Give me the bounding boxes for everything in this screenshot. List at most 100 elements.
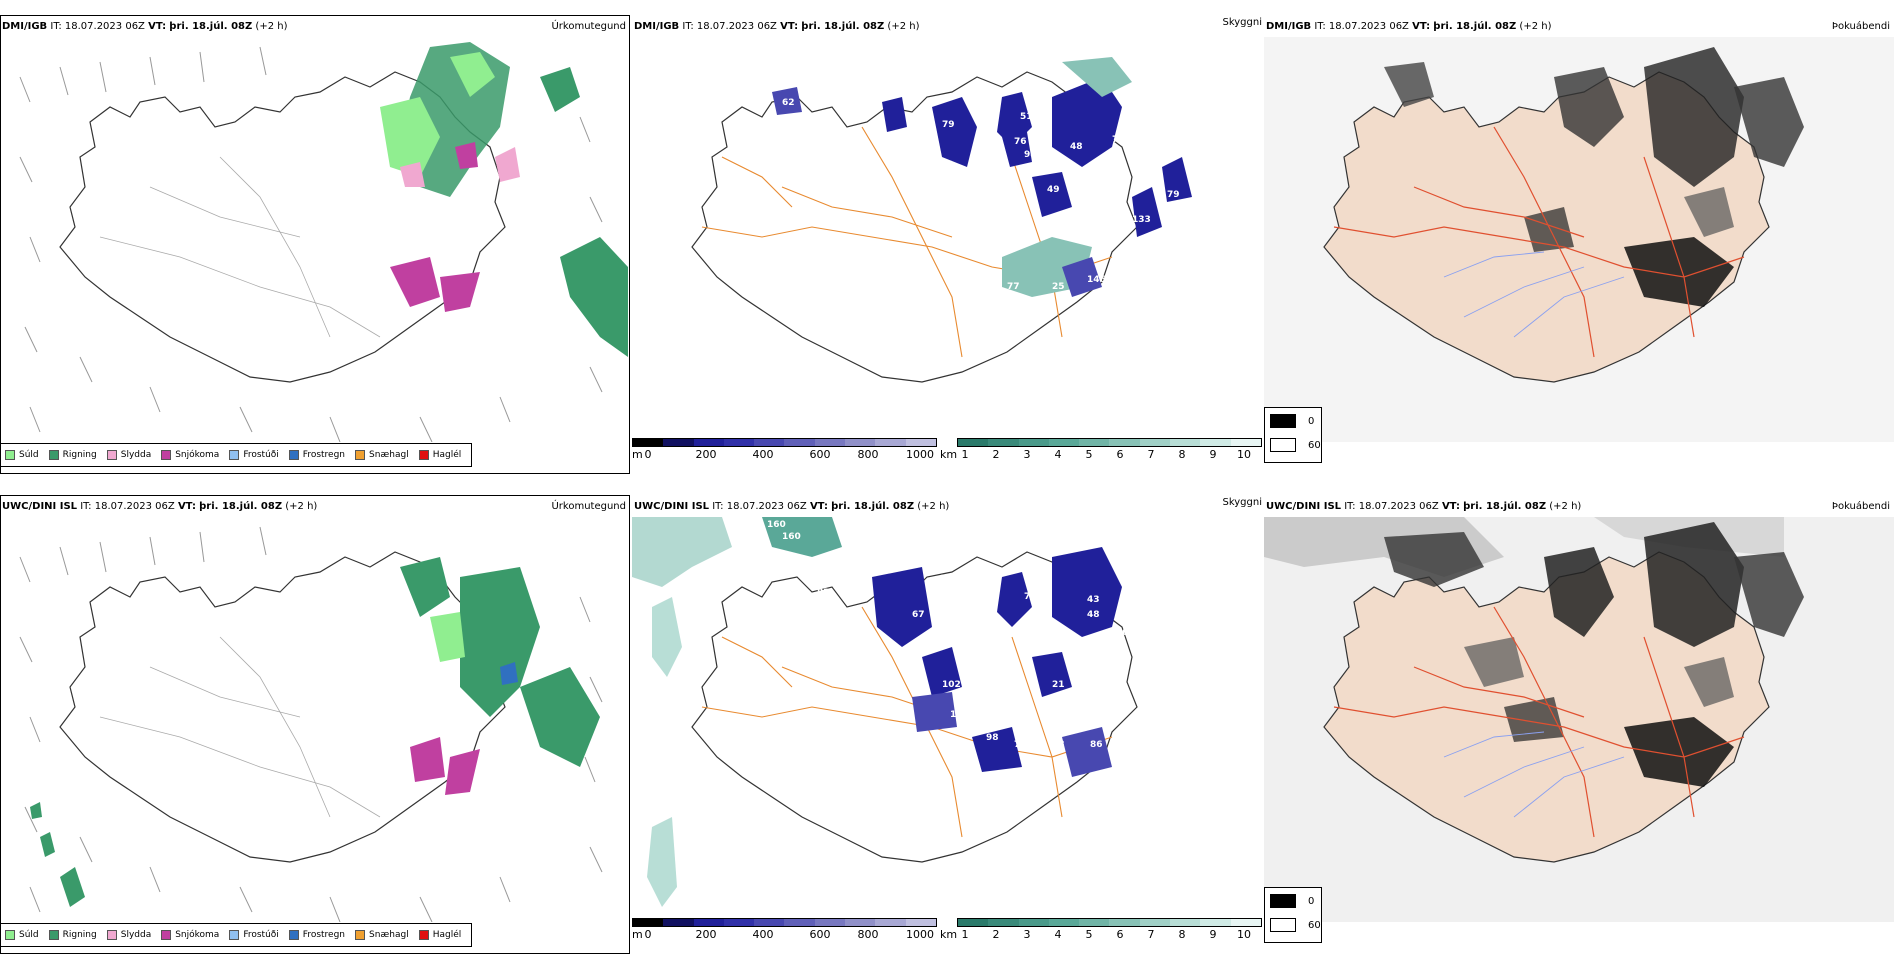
colorbar-tick: 5 xyxy=(1085,928,1093,941)
colorbar-tick: 600 xyxy=(809,448,831,461)
vis-label: 54 xyxy=(940,160,953,170)
vis-label: 125 xyxy=(1028,758,1047,768)
vis-label: 48 xyxy=(862,298,875,308)
parameter-title: Þokuábendi xyxy=(1831,21,1890,32)
vis-label: 68 xyxy=(1152,245,1165,255)
fog-legend-item: 0 xyxy=(1270,894,1314,908)
colorbar-meters xyxy=(632,438,937,447)
colorbar-tick: 4 xyxy=(1054,448,1062,461)
vis-label: 18 xyxy=(1052,740,1065,750)
precip-areas xyxy=(380,42,628,357)
fog-legend-item: 60 xyxy=(1270,918,1321,932)
legend-swatch xyxy=(5,450,15,460)
panel-dmi-precip-type: DMI/IGB IT: 18.07.2023 06Z VT: þri. 18.j… xyxy=(0,15,630,475)
vis-label: 49 xyxy=(1047,185,1060,195)
vis-label: 43 xyxy=(1092,305,1105,315)
vis-label: 25 xyxy=(1052,282,1065,292)
vis-label: 63 xyxy=(937,215,950,225)
legend-item: Haglél xyxy=(418,930,461,940)
vis-label: 43 xyxy=(1087,595,1100,605)
legend-swatch xyxy=(229,930,240,940)
legend-swatch xyxy=(355,450,366,460)
vis-label: 21 xyxy=(1052,680,1065,690)
vis-label: 148 xyxy=(950,710,969,720)
colorbar-tick: 6 xyxy=(1116,928,1124,941)
vis-label: 98 xyxy=(986,733,999,743)
legend-swatch xyxy=(5,930,15,940)
colorbar-tick: 600 xyxy=(809,928,831,941)
vis-label: 77 xyxy=(1007,282,1020,292)
vis-label: 308 xyxy=(1017,302,1036,312)
vis-label: 53 xyxy=(940,606,953,616)
vis-label: 73 xyxy=(777,562,790,572)
precip-type-legend: Súld Rigning Slydda Snjókoma Frostúði Fr… xyxy=(0,923,472,947)
legend-item: Frostregn xyxy=(288,450,345,460)
colorbar-tick: 7 xyxy=(1147,448,1155,461)
legend-swatch xyxy=(161,930,172,940)
fog-legend: 0 60 xyxy=(1264,887,1322,943)
colorbar-km xyxy=(957,918,1262,927)
vis-label: 146 xyxy=(1087,275,1106,285)
visibility-labels: 160 160 73 82 81 59 51 77 43 64 53 67 48… xyxy=(767,520,1135,768)
vis-label: 62 xyxy=(782,98,795,108)
legend-swatch xyxy=(418,450,429,460)
legend-item: Snjókoma xyxy=(161,930,219,940)
panel-uwc-fog-index: UWC/DINI ISL IT: 18.07.2023 06Z VT: þri.… xyxy=(1264,495,1894,955)
panel-dmi-visibility: DMI/IGB IT: 18.07.2023 06Z VT: þri. 18.j… xyxy=(632,15,1262,475)
legend-swatch xyxy=(1270,918,1296,932)
panel-uwc-visibility: UWC/DINI ISL IT: 18.07.2023 06Z VT: þri.… xyxy=(632,495,1262,955)
colorbar-tick: 400 xyxy=(752,448,774,461)
colorbar-tick: 9 xyxy=(1209,448,1217,461)
legend-swatch xyxy=(106,450,117,460)
visibility-map: 62 79 62 51 76 48 75 54 98 50 49 79 127 … xyxy=(691,57,1192,383)
fog-areas xyxy=(1384,522,1804,787)
legend-item: Rigning xyxy=(48,450,97,460)
legend-swatch xyxy=(161,450,172,460)
legend-swatch xyxy=(1270,438,1296,452)
vis-label: 48 xyxy=(1087,610,1100,620)
legend-item: Slydda xyxy=(106,930,151,940)
low-visibility-areas xyxy=(772,57,1192,297)
vis-label: 59 xyxy=(942,590,955,600)
legend-swatch xyxy=(1270,894,1296,908)
visibility-colorbar: m 0 200 400 600 800 1000 km 1 2 3 4 5 6 … xyxy=(632,436,1264,464)
legend-item: Súld xyxy=(5,450,39,460)
fog-legend-item: 0 xyxy=(1270,414,1314,428)
legend-item: Haglél xyxy=(418,450,461,460)
vis-label: 80 xyxy=(984,270,997,280)
colorbar-tick: 800 xyxy=(857,448,879,461)
vis-label: 160 xyxy=(767,520,786,530)
parameter-title: Þokuábendi xyxy=(1831,501,1890,512)
vis-label: 48 xyxy=(1070,142,1083,152)
vis-label: 75 xyxy=(1112,135,1125,145)
colorbar-km xyxy=(957,438,1262,447)
colorbar-tick: 200 xyxy=(695,928,717,941)
colorbar-tick: 2 xyxy=(992,928,1000,941)
colorbar-meters xyxy=(632,918,937,927)
vis-label: 76 xyxy=(1014,137,1027,147)
legend-swatch xyxy=(229,450,240,460)
colorbar-unit-m: m xyxy=(632,928,643,941)
colorbar-tick: 8 xyxy=(1178,928,1186,941)
colorbar-tick: 1 xyxy=(961,928,969,941)
legend-swatch xyxy=(48,450,59,460)
colorbar-tick: 10 xyxy=(1237,448,1251,461)
legend-item: Slydda xyxy=(106,450,151,460)
vis-label: 64 xyxy=(1122,590,1135,600)
panel-header: DMI/IGB IT: 18.07.2023 06Z VT: þri. 18.j… xyxy=(1266,21,1552,32)
vis-label: 51 xyxy=(1020,112,1033,122)
vis-label: 160 xyxy=(782,532,801,542)
vis-label: 133 xyxy=(1132,215,1151,225)
vis-label: 77 xyxy=(1024,592,1037,602)
precip-type-map xyxy=(19,526,603,922)
vis-label: 79 xyxy=(1167,190,1180,200)
colorbar-tick: 5 xyxy=(1085,448,1093,461)
colorbar-tick: 800 xyxy=(857,928,879,941)
panel-header: UWC/DINI ISL IT: 18.07.2023 06Z VT: þri.… xyxy=(2,501,318,512)
legend-item: Súld xyxy=(5,930,39,940)
precip-type-map xyxy=(19,42,628,442)
vis-label: 127 xyxy=(1097,210,1116,220)
colorbar-tick: 1000 xyxy=(906,928,934,941)
visibility-map: 160 160 73 82 81 59 51 77 43 64 53 67 48… xyxy=(632,517,1138,907)
colorbar-tick: 8 xyxy=(1178,448,1186,461)
